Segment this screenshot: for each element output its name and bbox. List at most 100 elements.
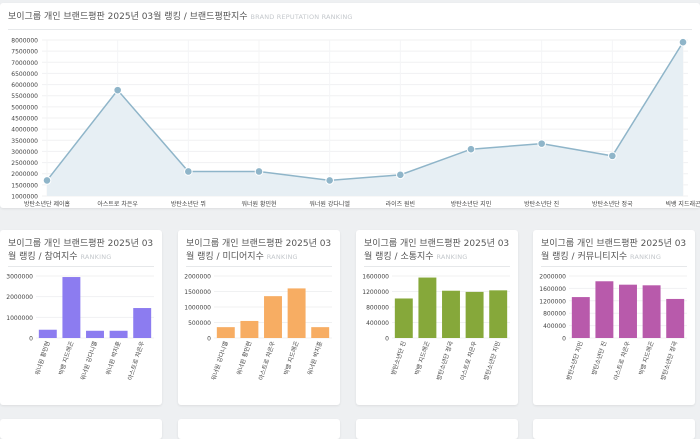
y-tick-label: 1200000 xyxy=(539,298,566,305)
y-tick-label: 1600000 xyxy=(539,286,566,293)
y-tick-label: 0 xyxy=(562,336,566,343)
y-tick-label: 0 xyxy=(29,336,33,343)
communication-title: 보이그룹 개인 브랜드평판 2025년 03월 랭킹 / 소통지수 RANKIN… xyxy=(364,238,514,264)
media-title: 보이그룹 개인 브랜드평판 2025년 03월 랭킹 / 미디어지수 RANKI… xyxy=(186,238,336,264)
data-point xyxy=(537,139,546,148)
communication-subtitle: RANKING xyxy=(436,253,468,261)
y-tick-label: 7000000 xyxy=(11,60,38,67)
bar xyxy=(571,297,590,338)
x-tick-label: 방탄소년단 정국 xyxy=(659,340,679,381)
community-divider xyxy=(541,266,687,267)
y-tick-label: 2000000 xyxy=(539,274,566,281)
bar xyxy=(595,281,614,338)
bar xyxy=(642,285,661,338)
participation-title-text: 보이그룹 개인 브랜드평판 2025년 03월 랭킹 / 참여지수 xyxy=(8,239,154,262)
y-tick-label: 2000000 xyxy=(184,274,211,281)
x-tick-label: 아스트로 차은우 xyxy=(612,340,632,381)
x-tick-label: 빅뱅 지드래곤 xyxy=(57,340,76,376)
communication-divider xyxy=(364,266,510,267)
y-tick-label: 3500000 xyxy=(11,138,38,145)
x-tick-label: 워너원 강다니엘 xyxy=(79,340,99,381)
x-tick-label: 방탄소년단 제이홉 xyxy=(24,200,71,208)
x-tick-label: 아스트로 차은우 xyxy=(97,200,138,208)
y-tick-label: 0 xyxy=(207,336,211,343)
y-tick-label: 4500000 xyxy=(11,116,38,123)
next-card-1 xyxy=(0,419,162,439)
x-tick-label: 워너원 황민현 xyxy=(241,200,276,208)
y-tick-label: 2500000 xyxy=(11,160,38,167)
x-tick-label: 빅뱅 지드래곤 xyxy=(665,200,700,208)
y-tick-label: 6000000 xyxy=(11,82,38,89)
y-tick-label: 3000000 xyxy=(6,274,33,281)
x-tick-label: 워너원 황민현 xyxy=(33,340,51,376)
community-subtitle: RANKING xyxy=(630,253,662,261)
y-tick-label: 8000000 xyxy=(11,38,38,45)
x-tick-label: 빅뱅 지드래곤 xyxy=(637,340,656,376)
participation-card: 보이그룹 개인 브랜드평판 2025년 03월 랭킹 / 참여지수 RANKIN… xyxy=(0,230,162,405)
x-tick-label: 워너원 강다니엘 xyxy=(309,200,350,208)
next-card-3 xyxy=(356,419,518,439)
y-tick-label: 2000000 xyxy=(11,171,38,178)
community-card: 보이그룹 개인 브랜드평판 2025년 03월 랭킹 / 커뮤니티지수 RANK… xyxy=(533,230,695,405)
x-tick-label: 방탄소년단 진 xyxy=(524,200,559,208)
data-point xyxy=(254,167,264,176)
x-tick-label: 아스트로 차은우 xyxy=(126,340,146,381)
x-tick-label: 방탄소년단 정국 xyxy=(435,340,455,381)
y-tick-label: 400000 xyxy=(366,320,389,327)
y-tick-label: 6500000 xyxy=(11,71,38,78)
x-tick-label: 방탄소년단 지민 xyxy=(565,340,585,381)
x-tick-label: 아스트로 차은우 xyxy=(257,340,277,381)
y-tick-label: 1500000 xyxy=(11,182,38,189)
media-subtitle: RANKING xyxy=(266,253,298,261)
media-card: 보이그룹 개인 브랜드평판 2025년 03월 랭킹 / 미디어지수 RANKI… xyxy=(178,230,340,405)
bar xyxy=(62,277,81,338)
data-point xyxy=(113,85,122,95)
x-tick-label: 방탄소년단 정국 xyxy=(592,200,633,208)
x-tick-label: 방탄소년단 뷔 xyxy=(171,200,206,208)
series-area xyxy=(47,42,683,196)
y-tick-label: 0 xyxy=(385,336,389,343)
x-tick-label: 빅뱅 지드래곤 xyxy=(413,340,432,376)
community-title: 보이그룹 개인 브랜드평판 2025년 03월 랭킹 / 커뮤니티지수 RANK… xyxy=(541,238,691,264)
main-area-chart: 1000000 1500000 2000000 2500000 3000000 35000… xyxy=(11,38,700,209)
data-point xyxy=(42,176,52,185)
data-point xyxy=(184,167,193,176)
community-bar-chart: 0 400000 800000 1200000 1600000 2000000 방탄소년단 … xyxy=(539,274,687,381)
community-title-text: 보이그룹 개인 브랜드평판 2025년 03월 랭킹 / 커뮤니티지수 xyxy=(541,239,687,262)
bar xyxy=(109,330,128,338)
main-chart-card: 보이그룹 개인 브랜드평판 2025년 03월 랭킹 / 브랜드평판지수 BRA… xyxy=(0,3,700,208)
x-tick-label: 워너원 황민현 xyxy=(235,340,253,376)
y-tick-label: 1000000 xyxy=(184,305,211,312)
bar xyxy=(489,290,508,338)
bar xyxy=(666,298,685,338)
y-tick-label: 1000000 xyxy=(6,315,33,322)
y-tick-label: 4000000 xyxy=(11,127,38,134)
x-tick-label: 워너원 박지훈 xyxy=(104,340,123,376)
y-tick-label: 800000 xyxy=(366,305,389,312)
participation-title: 보이그룹 개인 브랜드평판 2025년 03월 랭킹 / 참여지수 RANKIN… xyxy=(8,238,158,264)
communication-bar-chart: 0 400000 800000 1200000 1600000 방탄소년단 진 빅뱅 지드래… xyxy=(362,274,510,381)
x-tick-label: 방탄소년단 진 xyxy=(590,340,608,376)
participation-divider xyxy=(8,266,154,267)
bar xyxy=(394,298,413,338)
main-chart-divider xyxy=(8,29,692,30)
main-chart-title-text: 보이그룹 개인 브랜드평판 2025년 03월 랭킹 / 브랜드평판지수 xyxy=(8,12,248,22)
y-tick-label: 1200000 xyxy=(362,289,389,296)
x-tick-label: 워너원 박지훈 xyxy=(306,340,325,376)
y-tick-label: 1000000 xyxy=(11,194,38,201)
data-point xyxy=(608,151,617,161)
data-point xyxy=(325,176,334,185)
bar xyxy=(133,308,152,338)
x-tick-label: 방탄소년단 진 xyxy=(389,340,407,376)
bar xyxy=(216,327,235,338)
main-chart-subtitle: BRAND REPUTATION RANKING xyxy=(250,13,353,21)
y-tick-label: 1500000 xyxy=(184,289,211,296)
y-tick-label: 5500000 xyxy=(11,93,38,100)
bar xyxy=(442,290,460,338)
media-divider xyxy=(186,266,332,267)
bar xyxy=(418,277,437,338)
x-tick-label: 라이즈 원빈 xyxy=(386,200,416,208)
bar xyxy=(86,330,104,338)
y-tick-label: 7500000 xyxy=(11,49,38,56)
